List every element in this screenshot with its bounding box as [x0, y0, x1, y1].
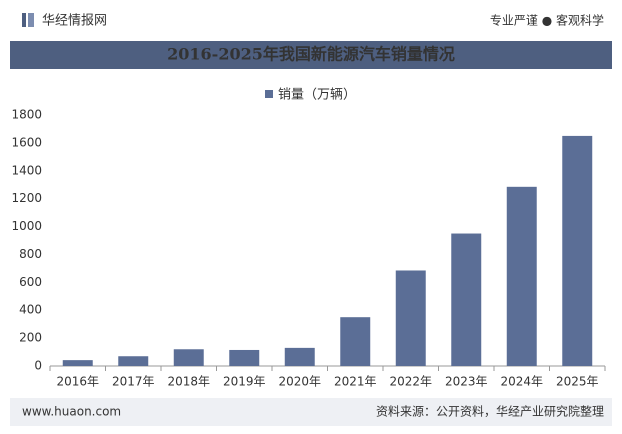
- x-tick-label: 2023年: [445, 375, 488, 389]
- y-tick-label: 1600: [11, 135, 42, 149]
- y-tick-label: 800: [19, 247, 42, 261]
- bar: [173, 349, 204, 366]
- bar: [118, 356, 149, 366]
- y-tick-label: 1000: [11, 219, 42, 233]
- x-tick-label: 2020年: [278, 375, 321, 389]
- tagline: 专业严谨 ● 客观科学: [490, 13, 604, 28]
- bar: [506, 186, 537, 366]
- x-tick-label: 2018年: [167, 375, 210, 389]
- y-tick-label: 200: [19, 331, 42, 345]
- y-tick-label: 0: [34, 359, 42, 373]
- y-tick-label: 400: [19, 303, 42, 317]
- x-tick-label: 2021年: [334, 375, 377, 389]
- footer-bar: [10, 398, 612, 426]
- bar: [62, 360, 93, 366]
- x-tick-label: 2025年: [556, 375, 599, 389]
- source: 资料来源：公开资料，华经产业研究院整理: [376, 404, 604, 419]
- y-tick-label: 1800: [11, 108, 42, 122]
- legend-label: 销量（万辆）: [278, 88, 356, 103]
- brand: 华经情报网: [42, 14, 107, 29]
- x-tick-label: 2019年: [223, 375, 266, 389]
- bar: [229, 349, 260, 366]
- x-tick-label: 2022年: [389, 375, 432, 389]
- x-tick-label: 2017年: [112, 375, 155, 389]
- bar: [562, 135, 593, 366]
- y-tick-label: 1400: [11, 163, 42, 177]
- logo-icon: [22, 13, 26, 27]
- chart-title: 2016-2025年我国新能源汽车销量情况: [167, 45, 455, 64]
- y-tick-label: 1200: [11, 191, 42, 205]
- bar: [395, 270, 426, 366]
- y-tick-label: 600: [19, 275, 42, 289]
- x-tick-label: 2016年: [56, 375, 99, 389]
- bar: [340, 317, 371, 366]
- bar: [451, 233, 482, 366]
- website: www.huaon.com: [22, 405, 121, 419]
- bar: [284, 347, 315, 366]
- x-tick-label: 2024年: [500, 375, 543, 389]
- legend-swatch: [265, 90, 273, 98]
- logo-icon: [28, 13, 34, 27]
- title-bar: [10, 41, 612, 69]
